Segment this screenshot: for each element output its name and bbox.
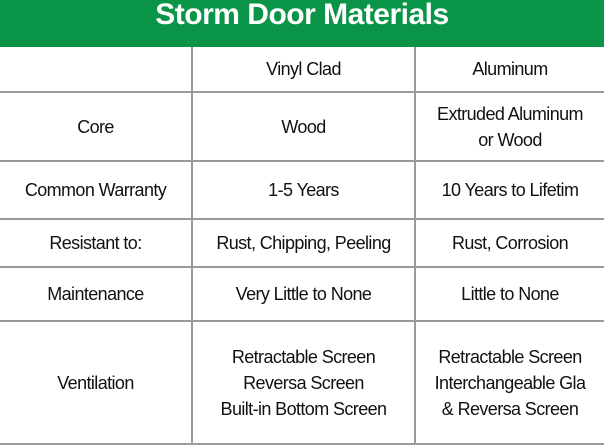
row-label-maintenance: Maintenance	[0, 268, 193, 322]
row-label-warranty: Common Warranty	[0, 162, 193, 220]
cell-text: Retractable Screen Reversa Screen Built-…	[220, 346, 387, 419]
cell-text: Very Little to None	[235, 284, 372, 304]
header-text: Aluminum	[472, 59, 548, 79]
table-cell: Retractable Screen Reversa Screen Built-…	[193, 322, 416, 445]
table-cell: Extruded Aluminum or Wood	[416, 93, 604, 162]
row-label-ventilation: Ventilation	[0, 322, 193, 445]
cell-text: Little to None	[461, 284, 559, 304]
row-label-text: Resistant to:	[49, 233, 142, 253]
cell-text: Retractable Screen Interchangeable Gla &…	[434, 346, 586, 419]
title-bar: Storm Door Materials	[0, 0, 604, 47]
header-cell-blank	[0, 47, 193, 93]
table-cell: Retractable Screen Interchangeable Gla &…	[416, 322, 604, 445]
cell-text: 1-5 Years	[268, 180, 339, 200]
row-label-text: Common Warranty	[24, 180, 167, 200]
cell-text: Rust, Chipping, Peeling	[216, 233, 391, 253]
cell-text: 10 Years to Lifetim	[441, 180, 579, 200]
table-cell: Rust, Chipping, Peeling	[193, 220, 416, 268]
materials-table: Vinyl Clad Aluminum Core Wood Extruded A…	[0, 47, 604, 445]
header-text: Vinyl Clad	[266, 59, 341, 79]
cell-text: Rust, Corrosion	[451, 233, 569, 253]
row-label-resistant: Resistant to:	[0, 220, 193, 268]
row-label-text: Core	[77, 116, 114, 137]
row-label-text: Ventilation	[57, 372, 134, 393]
row-label-core: Core	[0, 93, 193, 162]
page-title: Storm Door Materials	[155, 0, 449, 31]
cell-text: Wood	[281, 116, 326, 137]
table-cell: Wood	[193, 93, 416, 162]
table-cell: Rust, Corrosion	[416, 220, 604, 268]
cell-text: Extruded Aluminum or Wood	[437, 103, 583, 150]
table-cell: Very Little to None	[193, 268, 416, 322]
row-label-text: Maintenance	[47, 284, 144, 304]
header-cell-vinyl-clad: Vinyl Clad	[193, 47, 416, 93]
table-cell: 1-5 Years	[193, 162, 416, 220]
table-cell: 10 Years to Lifetim	[416, 162, 604, 220]
table-cell: Little to None	[416, 268, 604, 322]
header-cell-aluminum: Aluminum	[416, 47, 604, 93]
